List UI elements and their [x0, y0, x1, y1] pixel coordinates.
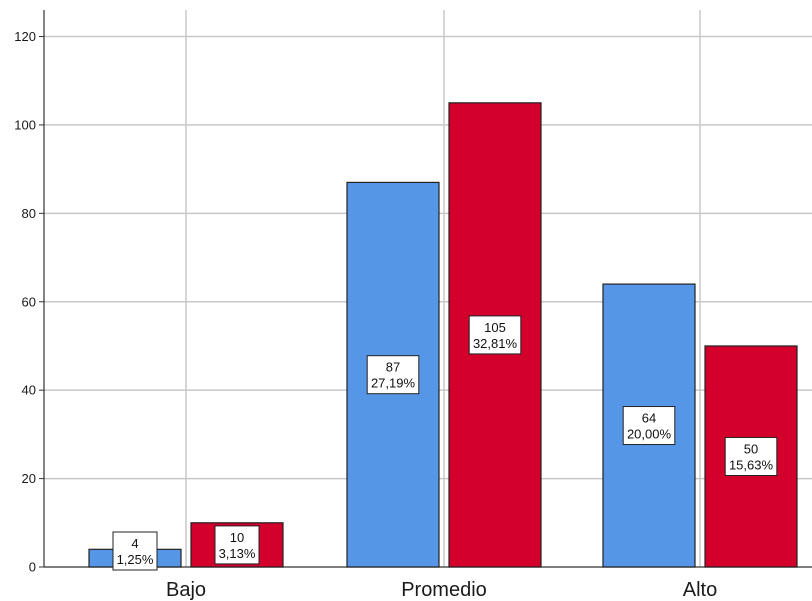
data-label-box	[724, 436, 778, 476]
gridlines	[44, 10, 812, 567]
data-label-percent: 32,81%	[473, 336, 518, 351]
data-label-count: 10	[230, 530, 244, 545]
data-label-box	[366, 355, 420, 395]
y-tick-label: 80	[22, 206, 36, 221]
y-tick-label: 120	[14, 29, 36, 44]
data-label-percent: 27,19%	[371, 376, 416, 391]
x-category-label: Bajo	[166, 579, 206, 601]
x-category-label: Alto	[683, 579, 717, 601]
y-tick-label: 40	[22, 383, 36, 398]
x-category-label: Promedio	[401, 579, 487, 601]
data-label-percent: 20,00%	[627, 427, 672, 442]
data-label-count: 4	[131, 536, 138, 551]
data-label-count: 87	[386, 360, 400, 375]
data-label-box	[214, 525, 260, 565]
data-label-box	[112, 531, 158, 571]
y-tick-label: 0	[29, 560, 36, 575]
data-label-percent: 1,25%	[117, 552, 154, 567]
data-label: 103,13%	[214, 525, 260, 565]
y-tick-label: 100	[14, 117, 36, 132]
data-label: 41,25%	[112, 531, 158, 571]
data-label-count: 50	[744, 441, 758, 456]
data-label-box	[468, 315, 522, 355]
data-label-percent: 15,63%	[729, 457, 774, 472]
data-label-count: 64	[642, 411, 656, 426]
data-label-count: 105	[484, 320, 506, 335]
data-label-percent: 3,13%	[219, 546, 256, 561]
series-1	[190, 102, 798, 568]
y-tick-label: 20	[22, 471, 36, 486]
data-label-box	[622, 406, 676, 446]
y-tick-label: 60	[22, 294, 36, 309]
